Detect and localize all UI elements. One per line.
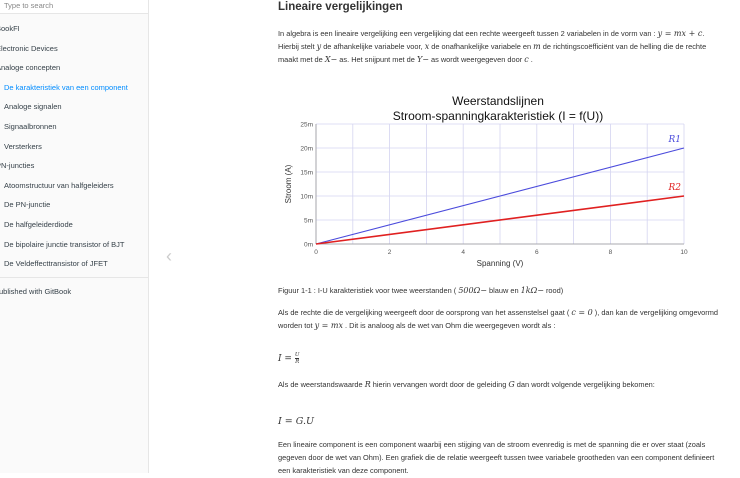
y-tick-label: 0m — [304, 242, 313, 249]
text-run: blauw en — [486, 286, 521, 295]
sidebar-item[interactable]: Signaalbronnen — [4, 122, 57, 131]
text-run: ), dan kan de vergelijking omgevormd wor… — [278, 308, 718, 331]
math-inline: Y− — [416, 55, 429, 65]
text-run: . Hierbij stelt — [278, 29, 705, 52]
text-run: de afhankelijke variabele voor, — [321, 42, 425, 52]
series-label: R2 — [667, 183, 681, 193]
resistance-chart: WeerstandslijnenStroom-spanningkarakteri… — [284, 94, 688, 268]
math-inline: 1kΩ− — [520, 286, 544, 295]
text-run: . — [528, 55, 533, 65]
sidebar-item[interactable]: PN-juncties — [0, 161, 35, 171]
x-tick-label: 0 — [314, 249, 318, 256]
series-line-R2 — [315, 195, 685, 245]
x-tick-label: 10 — [680, 249, 688, 256]
page-title: Lineaire vergelijkingen — [278, 1, 403, 13]
text-run: de richtingscoëfficiënt van de helling d… — [278, 42, 707, 65]
math-inline: y = mx + c — [657, 29, 703, 38]
text-run: de onafhankelijke variabele en — [429, 42, 534, 52]
sidebar-item[interactable]: BookFI — [0, 24, 20, 33]
x-tick-label: 2 — [388, 249, 392, 256]
text-run: as. Het snijpunt met de — [337, 55, 417, 65]
math-inline: R — [364, 380, 371, 389]
math-inline: c = 0 — [571, 308, 593, 317]
x-axis-label: Spanning (V) — [477, 259, 524, 268]
sidebar-item[interactable]: De karakteristiek van een component — [4, 82, 128, 92]
sidebar: Type to search BookFI Electronic Devices A… — [0, 0, 149, 473]
published-link[interactable]: Published with GitBook — [0, 287, 72, 296]
x-tick-label: 4 — [461, 249, 465, 256]
figure-caption: Figuur 1-1 : I-U karakteristiek voor twe… — [278, 284, 718, 297]
divider — [0, 277, 148, 278]
sidebar-item[interactable]: Analoge concepten — [0, 63, 61, 73]
math-inline: x — [424, 42, 430, 52]
y-axis-label: Stroom (A) — [284, 164, 293, 203]
text-run: as wordt weergegeven door — [428, 55, 525, 65]
x-tick-label: 8 — [609, 249, 613, 256]
y-tick-label: 25m — [300, 122, 313, 129]
sidebar-item[interactable]: De halfgeleiderdiode — [4, 220, 73, 229]
search-input[interactable]: Type to search — [0, 0, 148, 14]
paragraph-4: Een lineaire component is een component … — [278, 440, 715, 476]
math-inline: 500Ω− — [458, 286, 487, 295]
chart-title: Weerstandslijnen — [452, 94, 544, 108]
text-run: In algebra is een lineaire vergelijking … — [278, 29, 658, 38]
paragraph-3: Als de weerstandswaarde R hierin vervang… — [278, 378, 718, 391]
y-tick-label: 5m — [304, 218, 313, 225]
math-inline: m — [533, 42, 541, 52]
text-run: Figuur 1-1 : I-U karakteristiek voor twe… — [278, 286, 459, 295]
sidebar-item[interactable]: Versterkers — [4, 141, 42, 151]
sidebar-item[interactable]: De bipolaire junctie transistor of BJT — [4, 239, 125, 249]
sidebar-item[interactable]: De Veldeffecttransistor of JFET — [4, 259, 108, 269]
chart-subtitle: Stroom-spanningkarakteristiek (I = f(U)) — [393, 109, 603, 123]
text-run: hierin vervangen wordt door de geleiding — [370, 380, 509, 389]
series-line-R1 — [315, 147, 685, 245]
y-tick-label: 10m — [300, 194, 313, 201]
sidebar-item[interactable]: Electronic Devices — [0, 43, 58, 53]
x-tick-label: 6 — [535, 249, 539, 256]
equation-conductance: I = G.U — [278, 416, 315, 427]
paragraph-2: Als de rechte die de vergelijking weerge… — [278, 306, 718, 332]
text-run: Als de weerstandswaarde — [278, 380, 365, 389]
chevron-left-icon[interactable]: ‹ — [166, 246, 172, 266]
math-inline: X− — [324, 55, 338, 65]
math-inline: c — [524, 55, 529, 65]
sidebar-item[interactable]: Analoge signalen — [4, 102, 62, 112]
text-run: . Dit is analoog als de wet van Ohm die … — [342, 321, 556, 331]
y-tick-label: 15m — [300, 170, 313, 177]
series-label: R1 — [667, 135, 681, 145]
y-tick-label: 20m — [300, 146, 313, 153]
sidebar-item[interactable]: Atoomstructuur van halfgeleiders — [4, 180, 114, 190]
sidebar-item[interactable]: De PN-junctie — [4, 200, 51, 210]
math-inline: y = mx — [314, 321, 343, 331]
math-inline: G — [508, 380, 515, 389]
text-run: dan wordt volgende vergelijking bekomen: — [514, 380, 655, 389]
text-run: rood) — [543, 286, 564, 295]
paragraph-1: In algebra is een lineaire vergelijking … — [278, 27, 718, 67]
math-inline: y — [316, 42, 322, 52]
text-run: Als de rechte die de vergelijking weerge… — [278, 308, 572, 317]
